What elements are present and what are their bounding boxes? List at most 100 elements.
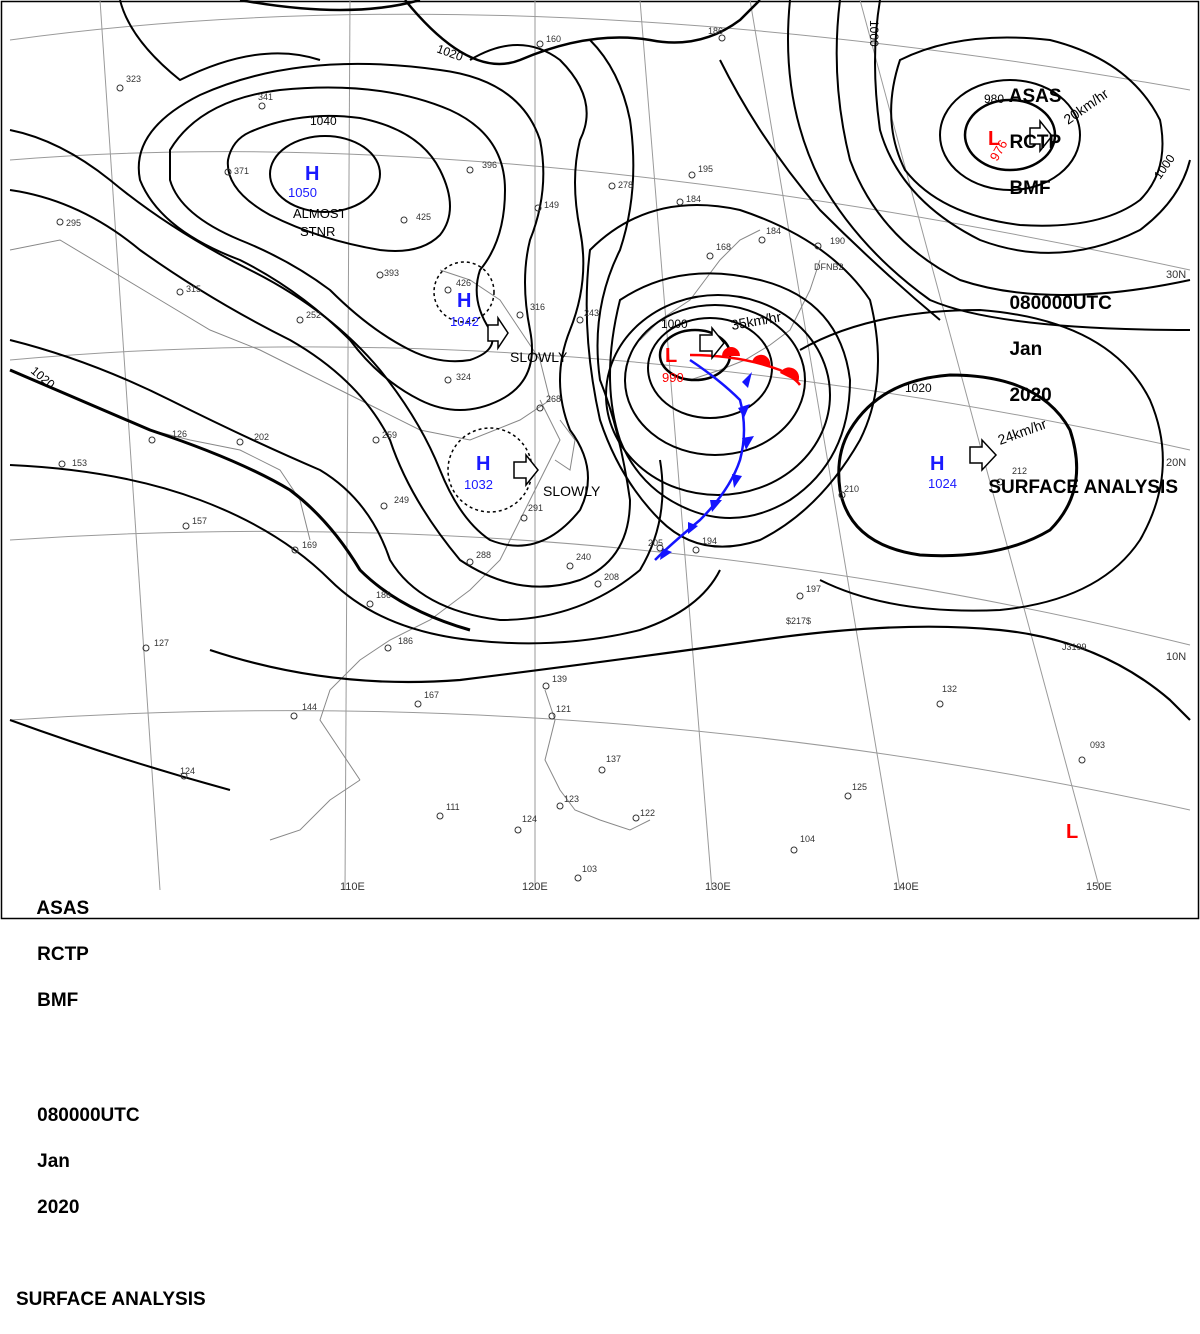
station-value: 123 [564,794,579,804]
isobar-low-990-3 [624,304,806,456]
coastline-philippines [544,689,651,831]
isobar-1045 [169,86,507,363]
arrow-icon [1029,118,1053,154]
header-time: 080000UTC [37,1105,140,1126]
cold-front-triangle [742,372,752,388]
station-value: 125 [852,782,867,792]
isobar-1020-west [9,368,471,632]
station-id: J3199 [1062,642,1087,652]
isobar-high-1024 [837,373,1079,558]
warm-front-semicircle [752,354,771,366]
station-plot: 168 [706,242,731,260]
station-id: DFNB2 [814,262,844,272]
longitude-label: 140E [893,881,919,893]
longitude-label: 110E [340,881,365,893]
lon-line-140 [749,0,901,891]
station-value: 324 [456,372,471,382]
station-plot: 291 [520,503,543,522]
station-plot: 124 [180,766,195,780]
coastline-china [9,239,551,441]
station-value: 291 [528,503,543,513]
header-agency: BMF [37,990,79,1011]
station-plot: 190 [814,236,845,250]
station-plot: 186 [384,636,413,652]
station-plot: 396 [466,160,497,174]
warm-front-semicircle [722,347,740,356]
cold-front-triangle [732,474,742,488]
station-plot: 371 [224,166,249,176]
isobar-low-976-5 [835,0,1191,296]
isobars [9,0,1191,791]
station-plot: 157 [182,516,207,530]
high-center-letter: H [476,453,490,475]
warm-front-semicircle [780,367,800,382]
isobar-north-2 [119,0,321,82]
cold-front-triangle [688,522,698,534]
isobar-north-1 [239,0,421,12]
header-station: RCTP [1009,132,1062,153]
station-plots: 323 341 160 186 371 396 195 184 425 149 … [56,26,1105,882]
lat-line-30 [9,151,1191,271]
longitude-label: 130E [705,881,731,893]
header-time: 080000UTC [1009,293,1112,314]
station-value: 103 [582,864,597,874]
station-plot: 202 [236,432,269,446]
station-plot: 122 [632,808,655,822]
station-value: 212 [1012,466,1027,476]
isobar-low-976-2 [939,79,1081,191]
high-center-value: 1032 [464,477,493,492]
isobar-high-1042-dotted [433,261,495,323]
station-plot: 249 [380,495,409,510]
coastlines [9,229,821,841]
station-value: 144 [302,702,317,712]
station-plot: 137 [598,754,621,774]
latitude-label: 10N [1166,651,1186,663]
station-value: 167 [424,690,439,700]
station-plot: 186 [708,26,726,42]
isobar-north-1020 [404,0,761,66]
station-plot: 149 [534,200,559,212]
station-plot: 127 [142,638,169,652]
motion-label: 35km/hr [730,308,783,333]
high-center-letter: H [457,290,471,312]
station-value: 426 [456,278,471,288]
station-value: 149 [544,200,559,210]
isobar-low-976-6 [787,0,1191,331]
station-plot: 126 [148,429,187,444]
station-value: 252 [306,310,321,320]
station-plot: 268 [536,394,561,412]
high-center-letter: H [930,453,944,475]
station-plot: 111 [436,802,460,820]
station-value: 190 [830,236,845,246]
station-value: 341 [258,92,273,102]
arrow-icon [699,325,725,361]
high-center-value: 1050 [288,185,317,200]
station-plot: 104 [790,834,815,854]
station-plot: 425 [400,212,431,224]
station-plot: 186 [366,590,391,608]
station-value: 315 [186,284,201,294]
station-value: 124 [522,814,537,824]
station-plot: 093 [1078,740,1105,764]
isobar-low-976-1 [963,98,1057,172]
station-value: 169 [302,540,317,550]
station-plot: 288 [466,550,491,566]
station-value: 210 [844,484,859,494]
station-plot: 323 [116,74,141,92]
header-station: RCTP [37,944,89,965]
station-plot: 195 [688,164,713,179]
station-plot: 341 [258,92,273,110]
station-plot: 167 [414,690,439,708]
warm-front [689,347,802,386]
station-value: 122 [640,808,655,818]
station-value: 295 [66,218,81,228]
station-plot: 139 [542,674,567,690]
isobar-1032 [9,44,589,547]
station-plot: 205 [648,538,664,552]
cold-front-triangle [742,436,754,450]
header-year: 2020 [37,1197,80,1218]
high-center-note: STNR [300,224,335,239]
station-value: 111 [446,802,460,812]
header-line-3: SURFACE ANALYSIS [988,477,1178,498]
station-value: 186 [398,636,413,646]
